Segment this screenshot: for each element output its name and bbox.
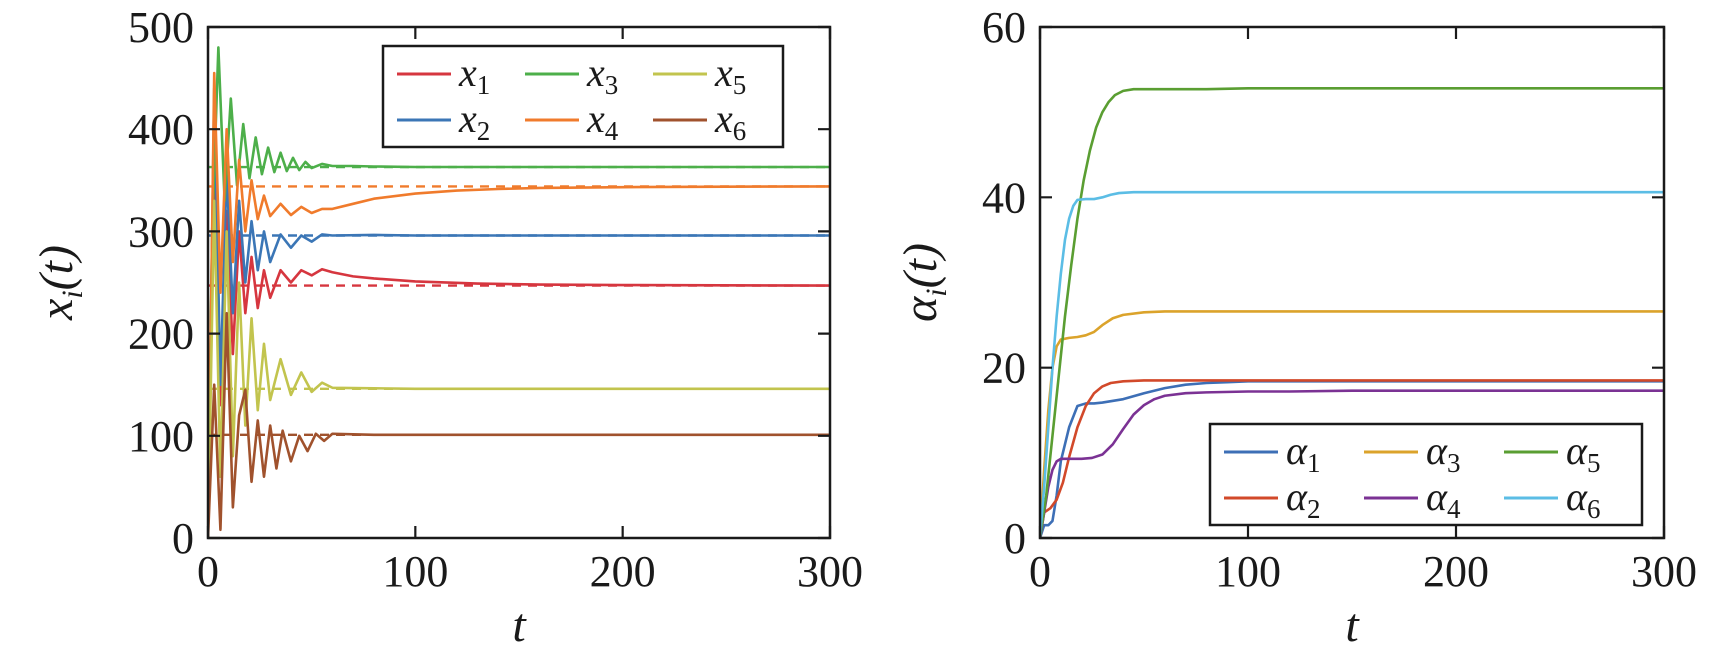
series-line-x6	[208, 311, 830, 538]
series-line-x3	[208, 46, 830, 538]
plot-frame	[206, 25, 832, 540]
x-tick-label: 0	[1029, 547, 1051, 596]
legend-label-α5: α5	[1566, 428, 1601, 478]
legend-label-x1: x1	[458, 50, 490, 100]
x-tick-label: 300	[797, 547, 863, 596]
y-tick-label: 60	[982, 3, 1026, 52]
y-tick-label: 0	[172, 514, 194, 563]
legend-label-α2: α2	[1286, 474, 1321, 524]
plot-frame	[1038, 25, 1666, 540]
series-line-x4	[208, 71, 830, 538]
y-tick-label: 20	[982, 344, 1026, 393]
y-tick-label: 400	[128, 105, 194, 154]
x-tick-label: 100	[1215, 547, 1281, 596]
series-line-α6	[1040, 190, 1664, 538]
x-tick-label: 0	[197, 547, 219, 596]
series-line-x2	[208, 87, 830, 538]
legend-label-α4: α4	[1426, 474, 1461, 524]
y-tick-label: 200	[128, 310, 194, 359]
x-axis-label: t	[512, 599, 527, 652]
series-line-α5	[1040, 87, 1664, 538]
y-axis-label: xi(t)	[30, 245, 89, 321]
legend-label-x6: x6	[714, 96, 746, 146]
y-tick-label: 100	[128, 412, 194, 461]
legend-label-x3: x3	[586, 50, 618, 100]
series-line-x5	[208, 199, 830, 538]
series-line-α2	[1040, 379, 1664, 538]
y-tick-label: 500	[128, 3, 194, 52]
y-tick-label: 300	[128, 207, 194, 256]
x-tick-label: 200	[1423, 547, 1489, 596]
x-tick-label: 200	[590, 547, 656, 596]
legend-label-α3: α3	[1426, 428, 1461, 478]
legend-label-α6: α6	[1566, 474, 1601, 524]
y-axis-label: αi(t)	[894, 243, 953, 322]
x-axis-label: t	[1345, 599, 1360, 652]
series-line-α4	[1040, 389, 1664, 538]
legend-label-α1: α1	[1286, 428, 1321, 478]
x-tick-label: 300	[1631, 547, 1697, 596]
legend-label-x2: x2	[458, 96, 490, 146]
x-tick-label: 100	[382, 547, 448, 596]
y-tick-label: 0	[1004, 514, 1026, 563]
legend-label-x5: x5	[714, 50, 746, 100]
series-line-x1	[208, 148, 830, 538]
y-tick-label: 40	[982, 173, 1026, 222]
legend-label-x4: x4	[586, 96, 619, 146]
